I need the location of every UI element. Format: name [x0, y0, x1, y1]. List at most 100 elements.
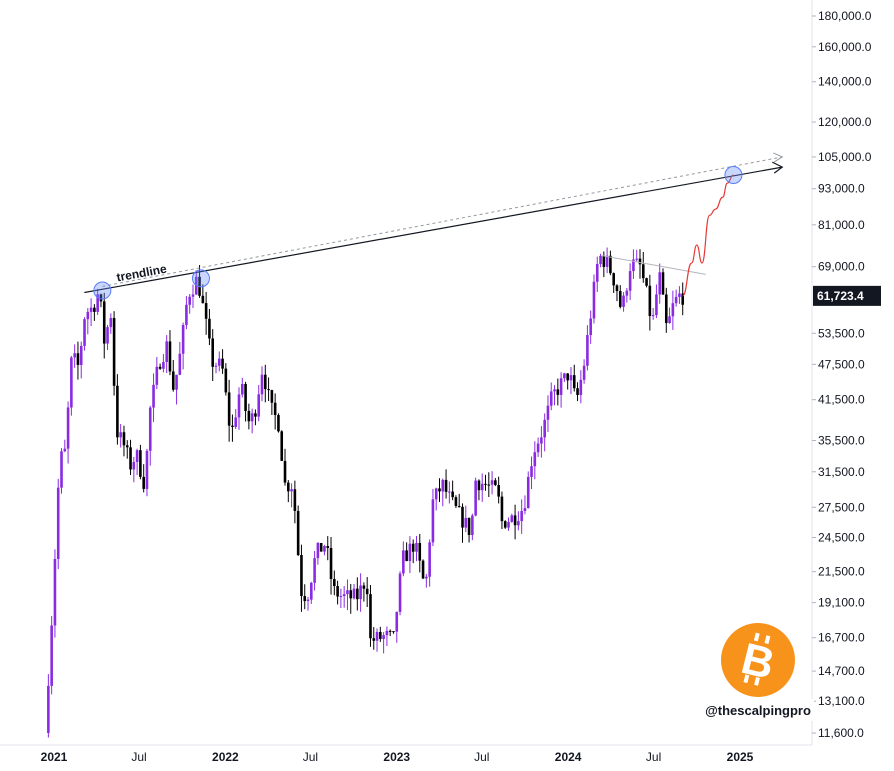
candle-body [592, 281, 596, 319]
candle-body [56, 487, 60, 559]
candle-body [582, 365, 586, 380]
candle-body [237, 394, 241, 418]
candle-body [263, 374, 267, 390]
candle-body [388, 630, 392, 632]
candle-body [112, 318, 116, 386]
candle-body [60, 451, 63, 488]
candle-body [53, 558, 57, 626]
candle-body [369, 594, 372, 639]
candle-body [418, 542, 422, 561]
candle-body [632, 259, 635, 272]
candle-body [490, 480, 494, 485]
candle-body [385, 630, 389, 636]
candle-body [178, 353, 182, 375]
candle-body [625, 290, 629, 296]
candle-body [152, 384, 155, 408]
candle-body [313, 558, 316, 583]
candle-body [658, 272, 662, 295]
candle-body [563, 373, 566, 379]
candle-body [572, 375, 576, 389]
candle-body [260, 374, 264, 395]
candle-body [319, 543, 323, 552]
candle-body [494, 480, 497, 486]
candle-body [375, 631, 379, 641]
y-tick-label: 13,100.0 [818, 694, 865, 708]
candle-body [454, 497, 458, 507]
candle-body [336, 586, 339, 597]
candle-body [83, 319, 86, 346]
candle-body [648, 285, 652, 317]
y-tick-label: 81,000.0 [818, 218, 865, 232]
candle-body [329, 547, 333, 580]
candle-body [191, 294, 195, 297]
candle-body [428, 542, 431, 577]
candle-body [96, 294, 99, 312]
candle-body [638, 258, 642, 265]
x-tick-label: Jul [474, 750, 489, 764]
candle-body [310, 582, 313, 600]
candle-body [250, 413, 254, 422]
candle-body [66, 407, 70, 449]
candle-body [605, 255, 609, 267]
y-tick-label: 24,500.0 [818, 530, 865, 544]
candle-body [306, 599, 310, 602]
candle-body [185, 304, 188, 325]
candle-body [224, 368, 228, 393]
candle-body [267, 389, 270, 391]
candle-body [546, 405, 550, 420]
candle-body [277, 415, 280, 432]
candle-body [484, 483, 487, 485]
y-tick-label: 11,600.0 [818, 726, 864, 740]
candle-body [214, 365, 218, 367]
candle-body [500, 496, 504, 522]
candle-body [635, 258, 639, 260]
candle-body [678, 293, 681, 297]
trendline-touch-marker [191, 269, 210, 288]
candle-body [79, 345, 83, 365]
candle-body [47, 685, 50, 733]
bitcoin-logo-circle [721, 623, 795, 697]
candle-body [451, 491, 454, 498]
candle-body [145, 450, 149, 489]
candle-body [119, 432, 122, 438]
candle-body [217, 358, 221, 366]
candle-body [467, 517, 471, 536]
candle-body [208, 318, 211, 339]
candle-body [641, 264, 645, 279]
candle-body [234, 417, 238, 427]
candle-body [135, 450, 139, 462]
candle-body [609, 255, 612, 274]
author-handle: @thescalpingpro [705, 703, 811, 718]
candle-body [553, 389, 556, 392]
candle-body [86, 311, 90, 320]
candle-body [464, 517, 468, 528]
candle-body [293, 489, 297, 511]
candle-body [346, 590, 349, 595]
y-tick-label: 53,500.0 [818, 326, 865, 340]
candle-body [438, 488, 441, 492]
candle-body [503, 521, 507, 528]
candle-body [339, 596, 343, 598]
candle-body [171, 371, 175, 390]
candle-body [316, 543, 320, 559]
candle-body [431, 499, 435, 543]
y-tick-label: 180,000.0 [818, 9, 872, 23]
candle-body [664, 294, 668, 324]
overlays: trendline [84, 152, 784, 300]
candle-body [586, 335, 589, 366]
candle-body [622, 295, 625, 307]
candle-body [63, 448, 67, 452]
candle-body [359, 585, 362, 600]
candle-body [480, 483, 484, 491]
x-tick-label: Jul [131, 750, 146, 764]
candle-body [566, 373, 569, 381]
y-tick-label: 16,700.0 [818, 631, 865, 645]
candle-body [655, 294, 658, 316]
candle-body [106, 327, 109, 344]
candle-body [300, 555, 303, 597]
candle-body [457, 506, 461, 508]
candle-body [254, 413, 257, 417]
candle-body [589, 318, 592, 336]
candle-body [434, 488, 438, 500]
